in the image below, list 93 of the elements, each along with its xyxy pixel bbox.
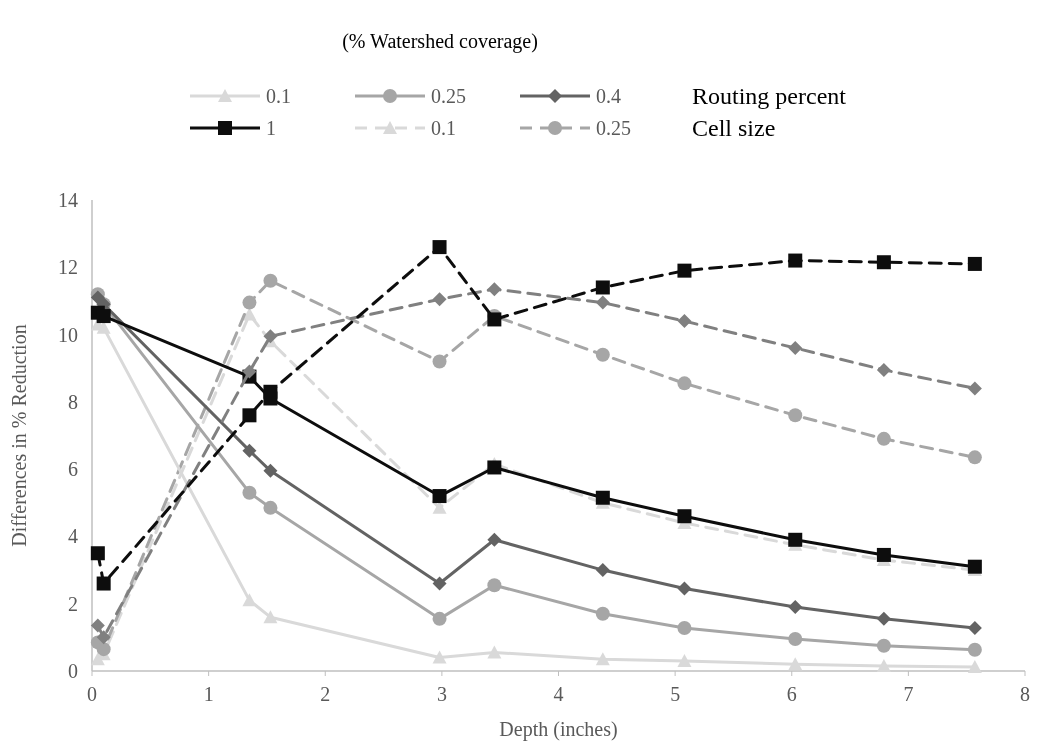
- point: [242, 593, 257, 607]
- chart-title: (% Watershed coverage): [342, 30, 538, 53]
- point: [242, 364, 257, 379]
- point: [788, 600, 803, 615]
- point: [788, 253, 803, 268]
- point: [876, 362, 891, 377]
- point: [967, 559, 982, 574]
- point: [595, 295, 610, 310]
- point: [595, 490, 610, 505]
- point: [876, 611, 891, 626]
- point: [263, 610, 278, 624]
- y-tick-label: 6: [68, 458, 78, 481]
- point: [263, 329, 278, 344]
- point: [432, 611, 447, 626]
- x-tick-label: 5: [670, 683, 681, 705]
- point: [263, 384, 278, 399]
- point: [876, 638, 891, 653]
- point: [876, 547, 891, 562]
- point: [242, 443, 257, 458]
- legend-label: 0.25: [596, 117, 631, 139]
- point: [595, 606, 610, 621]
- point: [432, 292, 447, 307]
- point: [242, 485, 257, 500]
- point: [967, 620, 982, 635]
- x-tick-label: 0: [87, 683, 97, 705]
- point: [677, 263, 692, 278]
- point: [96, 576, 111, 591]
- x-tick-label: 7: [903, 683, 914, 705]
- point: [595, 347, 610, 362]
- point: [487, 282, 502, 297]
- y-tick-label: 14: [58, 189, 78, 211]
- x-tick-label: 3: [436, 683, 447, 705]
- point: [263, 273, 278, 288]
- y-axis-title: Differences in % Reduction: [8, 324, 30, 547]
- legend-label: 0.4: [596, 85, 621, 107]
- point: [967, 381, 982, 396]
- point: [432, 240, 447, 255]
- point: [90, 618, 105, 633]
- x-tick-label: 8: [1020, 683, 1030, 705]
- point: [487, 460, 502, 475]
- point: [432, 576, 447, 591]
- point: [432, 354, 447, 369]
- y-tick-label: 0: [68, 660, 78, 682]
- x-tick-label: 4: [553, 683, 564, 705]
- point: [487, 645, 502, 659]
- legend-label: 0.25: [431, 85, 466, 107]
- point: [96, 309, 111, 324]
- point: [876, 255, 891, 270]
- x-tick-label: 6: [786, 683, 797, 705]
- point: [876, 658, 891, 672]
- point: [677, 620, 692, 635]
- y-tick-label: 2: [68, 592, 78, 615]
- point: [595, 652, 610, 666]
- point: [487, 532, 502, 547]
- point: [595, 280, 610, 295]
- x-tick-label: 2: [320, 683, 331, 705]
- point: [788, 657, 803, 671]
- point: [90, 546, 105, 561]
- point: [487, 578, 502, 593]
- point: [876, 431, 891, 446]
- point: [677, 314, 692, 329]
- y-tick-label: 12: [58, 256, 78, 279]
- point: [788, 632, 803, 647]
- y-tick-label: 10: [58, 323, 78, 346]
- legend-label: 1: [266, 117, 276, 139]
- point: [432, 489, 447, 504]
- text: Routing percent: [692, 83, 847, 110]
- x-tick-label: 1: [203, 683, 214, 705]
- point: [595, 563, 610, 578]
- point: [677, 653, 692, 667]
- point: [967, 256, 982, 271]
- x-axis-title: Depth (inches): [499, 718, 618, 741]
- point: [967, 642, 982, 657]
- point: [96, 642, 111, 657]
- point: [967, 659, 982, 673]
- point: [432, 650, 447, 664]
- y-tick-label: 4: [68, 525, 78, 548]
- point: [788, 341, 803, 356]
- point: [967, 450, 982, 465]
- point: [677, 581, 692, 596]
- point: [96, 630, 111, 645]
- point: [788, 408, 803, 423]
- point: [677, 376, 692, 391]
- text: Cell size: [692, 115, 776, 142]
- point: [242, 408, 257, 423]
- point: [788, 532, 803, 547]
- point: [263, 500, 278, 515]
- legend-label: 0.1: [266, 85, 291, 107]
- point: [263, 463, 278, 478]
- y-tick-label: 8: [68, 390, 78, 413]
- point: [677, 509, 692, 524]
- point: [242, 295, 257, 310]
- legend-label: 0.1: [431, 117, 456, 139]
